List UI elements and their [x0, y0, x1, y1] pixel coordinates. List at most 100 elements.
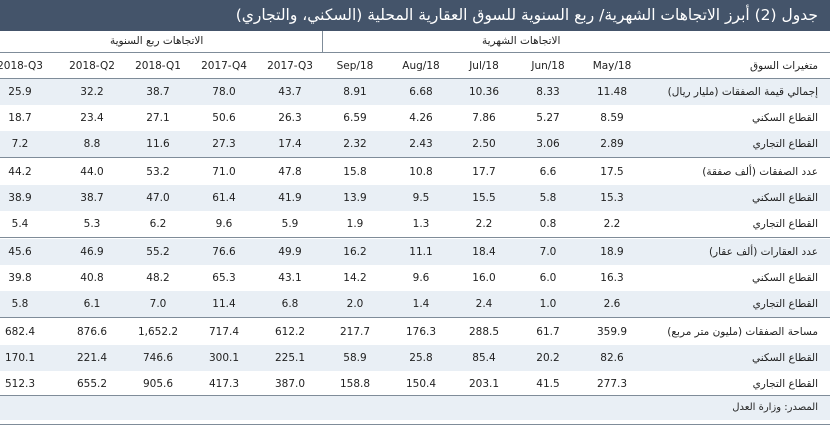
table-row-label: القطاع التجاري — [752, 378, 818, 390]
table-row-cell: 746.6 — [142, 352, 174, 364]
table-row-cell: 16.3 — [600, 272, 624, 284]
quarterly-group-label: الاتجاهات ربع السنوية — [110, 35, 204, 47]
table-row-cell: 905.6 — [142, 378, 174, 390]
table-row-cell: 25.8 — [409, 352, 433, 364]
table-row-cell: 16.2 — [343, 246, 367, 258]
table-row-cell: 61.7 — [536, 326, 560, 338]
table-row-cell: 58.9 — [343, 352, 367, 364]
table-row-cell: 217.7 — [339, 326, 371, 338]
table-row-cell: 203.1 — [468, 378, 500, 390]
table-row-cell: 512.3 — [4, 378, 36, 390]
header-row-cell: May/18 — [592, 60, 632, 72]
table-row-label: عدد العقارات (ألف عقار) — [708, 246, 818, 258]
table-row-label: القطاع السكني — [751, 112, 818, 124]
table-row-cell: 5.9 — [281, 218, 299, 230]
table-row-cell: 43.7 — [278, 86, 302, 98]
table-row: مساحة الصفقات (مليون متر مربع) 682.4 876.6… — [0, 319, 830, 345]
header-row-cell: Aug/18 — [402, 60, 440, 72]
table-row-cell: 5.8 — [539, 192, 557, 204]
table-row-cell: 8.59 — [600, 112, 624, 124]
table-row-label: إجمالي قيمة الصفقات (مليار ريال) — [667, 86, 818, 98]
table-row: عدد العقارات (ألف عقار) 45.6 46.9 55.2 76.6 4… — [0, 239, 830, 265]
table-row-cell: 7.0 — [539, 246, 557, 258]
table-row: القطاع السكني 18.7 23.4 27.1 50.6 26.3 6.59 4.2… — [0, 105, 830, 131]
table-row-cell: 11.48 — [596, 86, 628, 98]
table-row-cell: 2.50 — [472, 138, 496, 150]
header-row-cell: 2018-Q3 — [0, 60, 43, 72]
header-row-cell: Sep/18 — [336, 60, 374, 72]
group-divider — [322, 31, 323, 53]
table-row-cell: 9.6 — [215, 218, 233, 230]
table-row-cell: 288.5 — [468, 326, 500, 338]
table-row-cell: 417.3 — [208, 378, 240, 390]
table-row-cell: 41.9 — [278, 192, 302, 204]
table-row-cell: 15.3 — [600, 192, 624, 204]
table-row-cell: 8.33 — [536, 86, 560, 98]
table-row-cell: 15.5 — [472, 192, 496, 204]
table-row-cell: 4.26 — [409, 112, 433, 124]
table-row-label: مساحة الصفقات (مليون متر مربع) — [667, 326, 818, 338]
table-row: عدد الصفقات (ألف صفقة) 44.2 44.0 53.2 71.0 47… — [0, 159, 830, 185]
table-row-cell: 38.7 — [146, 86, 170, 98]
table-row-cell: 17.5 — [600, 166, 624, 178]
table-row-cell: 1.9 — [346, 218, 364, 230]
header-row-cell: 2018-Q2 — [69, 60, 115, 72]
table-row-cell: 53.2 — [146, 166, 170, 178]
table-row-cell: 44.0 — [80, 166, 104, 178]
column-group-header: الاتجاهات ربع السنوية الاتجاهات الشهرية — [0, 31, 830, 53]
table-row-cell: 14.2 — [343, 272, 367, 284]
row-divider — [0, 78, 830, 79]
table-row-cell: 18.9 — [600, 246, 624, 258]
table-row-cell: 717.4 — [208, 326, 240, 338]
table-row-cell: 5.4 — [11, 218, 29, 230]
table-row-cell: 2.32 — [343, 138, 367, 150]
table-row-cell: 2.43 — [409, 138, 433, 150]
table-row-cell: 46.9 — [80, 246, 104, 258]
table-row-cell: 150.4 — [405, 378, 437, 390]
table-row-cell: 13.9 — [343, 192, 367, 204]
table-row-cell: 7.2 — [11, 138, 29, 150]
row-divider — [0, 395, 830, 396]
table-row-cell: 2.4 — [475, 298, 493, 310]
table-row-cell: 158.8 — [339, 378, 371, 390]
table-row-label: القطاع التجاري — [752, 218, 818, 230]
table-row-label: عدد الصفقات (ألف صفقة) — [702, 166, 818, 178]
table-row-cell: 6.0 — [539, 272, 557, 284]
table-row-cell: 6.6 — [539, 166, 557, 178]
table-row-cell: 7.86 — [472, 112, 496, 124]
table-row-label: القطاع السكني — [751, 192, 818, 204]
table-row-cell: 11.6 — [146, 138, 170, 150]
table-title: جدول (2) أبرز الاتجاهات الشهرية/ ربع الس… — [0, 0, 830, 31]
table-row-cell: 16.0 — [472, 272, 496, 284]
table-row-cell: 18.7 — [8, 112, 32, 124]
table-row-cell: 6.68 — [409, 86, 433, 98]
table-row-cell: 176.3 — [405, 326, 437, 338]
table-row-cell: 221.4 — [76, 352, 108, 364]
header-row-label: متغيرات السوق — [749, 60, 818, 72]
table-row-cell: 78.0 — [212, 86, 236, 98]
row-divider — [0, 157, 830, 158]
table-row-cell: 9.6 — [412, 272, 430, 284]
table-row-cell: 47.8 — [278, 166, 302, 178]
table-row-cell: 655.2 — [76, 378, 108, 390]
table-row-cell: 876.6 — [76, 326, 108, 338]
table-row-cell: 76.6 — [212, 246, 236, 258]
header-row-cell: Jul/18 — [469, 60, 499, 72]
table-row-cell: 2.2 — [603, 218, 621, 230]
table-row: القطاع السكني 39.8 40.8 48.2 65.3 43.1 14.2 9.6… — [0, 265, 830, 291]
bottom-rule — [0, 424, 830, 425]
table-row-cell: 17.7 — [472, 166, 496, 178]
table-row-cell: 8.8 — [83, 138, 101, 150]
table-row-cell: 39.8 — [8, 272, 32, 284]
table-row-cell: 3.06 — [536, 138, 560, 150]
table-row-cell: 1.4 — [412, 298, 430, 310]
table-row-label: القطاع السكني — [751, 272, 818, 284]
table-row-cell: 9.5 — [412, 192, 430, 204]
table-row-cell: 27.1 — [146, 112, 170, 124]
table-row-cell: 85.4 — [472, 352, 496, 364]
table-row-cell: 41.5 — [536, 378, 560, 390]
table-row-cell: 25.9 — [8, 86, 32, 98]
table-row-cell: 2.2 — [475, 218, 493, 230]
header-row-cell: 2017-Q3 — [267, 60, 313, 72]
table-row-cell: 50.6 — [212, 112, 236, 124]
